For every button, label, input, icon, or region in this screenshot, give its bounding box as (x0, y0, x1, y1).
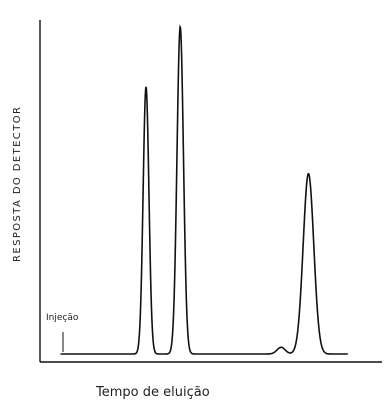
x-axis-label: Tempo de eluição (95, 385, 210, 400)
injection-annotation: Injeção (46, 313, 79, 323)
chromatogram-trace (60, 24, 348, 355)
y-axis-label: RESPOSTA DO DETECTOR (12, 106, 23, 262)
